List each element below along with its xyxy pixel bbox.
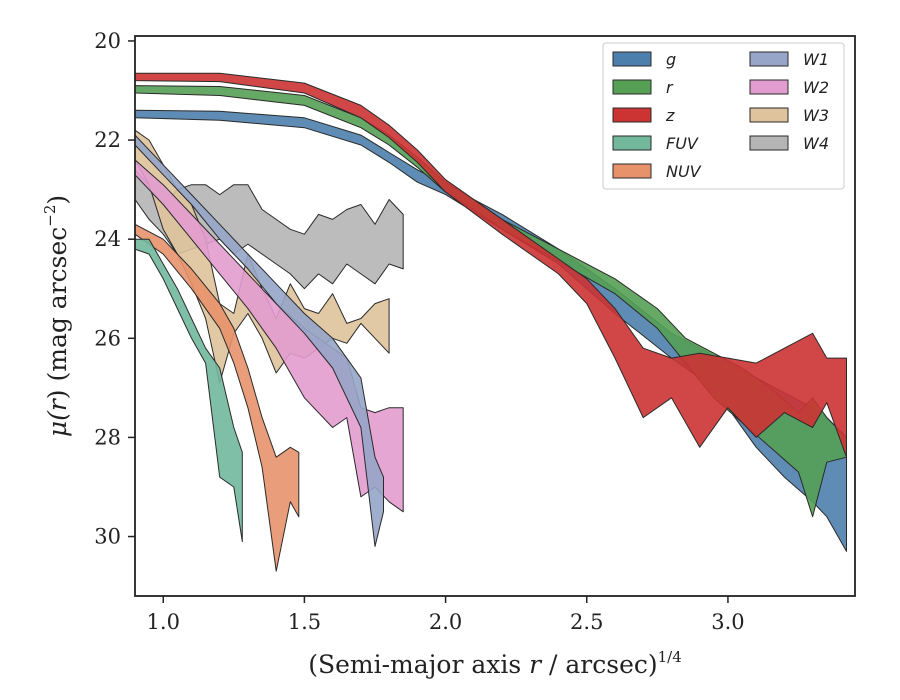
legend: grz FUV NUV W1 W2 W3 W4 [602, 42, 845, 190]
x-axis-label-rest: / arcsec) [541, 650, 658, 679]
legend-swatch-w2 [749, 79, 789, 95]
y-axis-label-main: μ( [43, 410, 72, 437]
legend-label-w4: W4 [803, 134, 829, 153]
y-tick-label: 24 [94, 227, 121, 251]
x-tick-label: 2.5 [570, 610, 603, 634]
x-axis-ticks: 1.0 1.5 2.0 2.5 3.0 [147, 596, 745, 634]
y-tick-label: 20 [94, 29, 121, 53]
x-tick-label: 2.0 [429, 610, 462, 634]
plot-frame [134, 35, 856, 597]
legend-label-g: g [666, 50, 676, 69]
legend-label-fuv: FUV [666, 134, 699, 153]
x-axis-label-var: r [529, 650, 543, 679]
x-axis-label-main: (Semi-major axis [308, 650, 529, 679]
band-w1 [134, 134, 384, 547]
legend-swatch-nuv [612, 163, 652, 179]
legend-swatch-g [612, 51, 652, 67]
y-tick-label: 26 [94, 326, 121, 350]
legend-swatch-z [612, 107, 652, 123]
band-fuv [134, 238, 243, 542]
x-tick-label: 1.0 [147, 610, 180, 634]
band-z [134, 72, 847, 458]
legend-label-r: r [666, 78, 674, 97]
y-axis-label-close: ) [43, 195, 72, 205]
legend-swatch-w1 [749, 51, 789, 67]
x-tick-label: 1.5 [288, 610, 321, 634]
y-axis-label-sup: −2 [41, 205, 59, 227]
y-tick-label: 30 [94, 525, 121, 549]
y-tick-label: 22 [94, 128, 121, 152]
legend-swatch-fuv [612, 135, 652, 151]
legend-label-w2: W2 [803, 78, 829, 97]
legend-label-w3: W3 [803, 106, 829, 125]
x-axis-label: (Semi-major axis r / arcsec)1/4 [308, 648, 682, 679]
y-axis-label-rest: ) (mag arcsec [43, 227, 72, 400]
legend-label-z: z [665, 106, 675, 125]
y-tick-label: 28 [94, 425, 121, 449]
legend-label-w1: W1 [803, 50, 829, 69]
legend-swatch-w4 [749, 135, 789, 151]
x-axis-label-sup: 1/4 [658, 648, 682, 666]
legend-swatch-w3 [749, 107, 789, 123]
y-axis-label-var: r [43, 397, 72, 411]
series-bands [134, 72, 847, 572]
band-w2 [134, 159, 404, 513]
y-axis-label: μ(r) (mag arcsec−2) [41, 195, 72, 437]
x-tick-label: 3.0 [711, 610, 744, 634]
legend-swatch-r [612, 79, 652, 95]
y-axis-ticks: 20 22 24 26 28 30 [94, 29, 135, 549]
band-nuv [134, 223, 300, 572]
legend-label-nuv: NUV [666, 162, 702, 181]
band-w3 [134, 129, 390, 384]
